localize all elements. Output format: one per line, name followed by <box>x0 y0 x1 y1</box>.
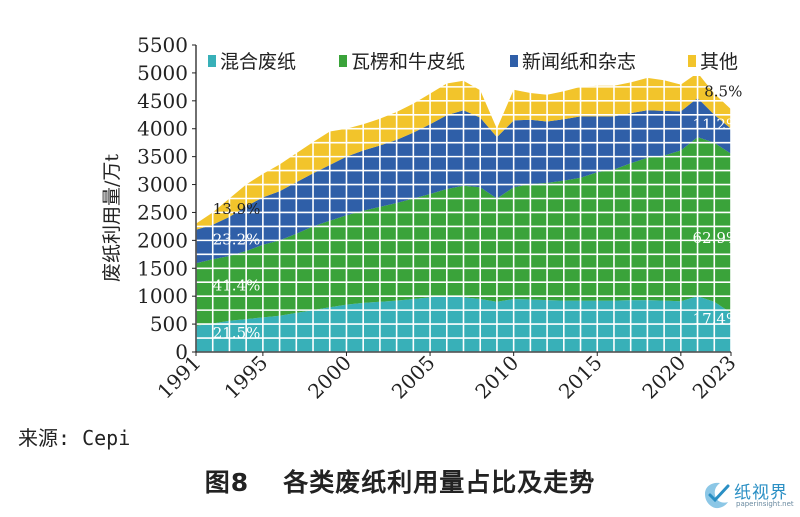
legend: 混合废纸 瓦楞和牛皮纸 新闻纸和杂志 其他 <box>198 46 738 76</box>
data-label: 41.4% <box>213 277 261 295</box>
data-label: 23.2% <box>213 230 261 248</box>
legend-swatch <box>339 55 347 67</box>
figure-title: 各类废纸利用量占比及走势 <box>283 468 596 497</box>
y-tick-label: 2000 <box>137 228 188 252</box>
legend-swatch <box>688 55 696 67</box>
data-label: 11.2% <box>693 115 741 133</box>
x-tick-label: 2010 <box>470 351 523 400</box>
brand-logo: 纸视界 paperinsight.net <box>700 478 796 514</box>
y-tick-label: 1500 <box>137 256 188 280</box>
y-tick-label: 500 <box>150 312 188 336</box>
logo-name: 纸视界 <box>734 483 788 503</box>
legend-label: 瓦楞和牛皮纸 <box>351 51 465 73</box>
y-tick-label: 5000 <box>137 61 188 85</box>
y-tick-label: 4500 <box>137 89 188 113</box>
waste-paper-area-chart: 0 500 1000 1500 2000 2500 3000 3500 4000 4500 5000… <box>101 33 743 400</box>
x-tick-label: 2000 <box>303 351 356 400</box>
source-note: 来源: Cepi <box>18 426 131 450</box>
y-tick-label: 0 <box>175 340 188 364</box>
x-tick-label: 2005 <box>387 351 440 400</box>
x-tick-label: 2020 <box>637 351 690 400</box>
figure-caption: 图8 各类废纸利用量占比及走势 <box>0 463 800 499</box>
data-label: 17.4% <box>693 310 741 328</box>
data-label: 13.9% <box>213 200 261 218</box>
legend-label: 新闻纸和杂志 <box>522 51 636 73</box>
logo-url: paperinsight.net <box>736 500 794 508</box>
x-tick-label: 1995 <box>219 351 272 400</box>
legend-label: 其他 <box>700 51 738 73</box>
y-axis-label: 废纸利用量/万t <box>101 154 123 282</box>
data-label: 21.5% <box>213 324 261 342</box>
y-tick-label: 4000 <box>137 117 188 141</box>
data-label: 62.9% <box>693 229 741 247</box>
legend-swatch <box>208 55 216 67</box>
data-label: 8.5% <box>704 82 742 100</box>
figure-number: 图8 <box>204 468 250 497</box>
leaf-check-icon <box>705 482 730 509</box>
y-tick-label: 1000 <box>137 284 188 308</box>
legend-label: 混合废纸 <box>220 51 296 73</box>
y-tick-label: 2500 <box>137 200 188 224</box>
legend-background <box>198 46 730 76</box>
x-tick-label: 2023 <box>688 351 741 400</box>
y-tick-label: 3500 <box>137 145 188 169</box>
y-tick-label: 3000 <box>137 173 188 197</box>
legend-swatch <box>510 55 518 67</box>
y-tick-label: 5500 <box>137 33 188 57</box>
annotations: 13.9% 23.2% 41.4% 21.5% 8.5% 11.2% 62.9% 17.4% <box>213 82 743 342</box>
x-tick-label: 2015 <box>554 351 607 400</box>
